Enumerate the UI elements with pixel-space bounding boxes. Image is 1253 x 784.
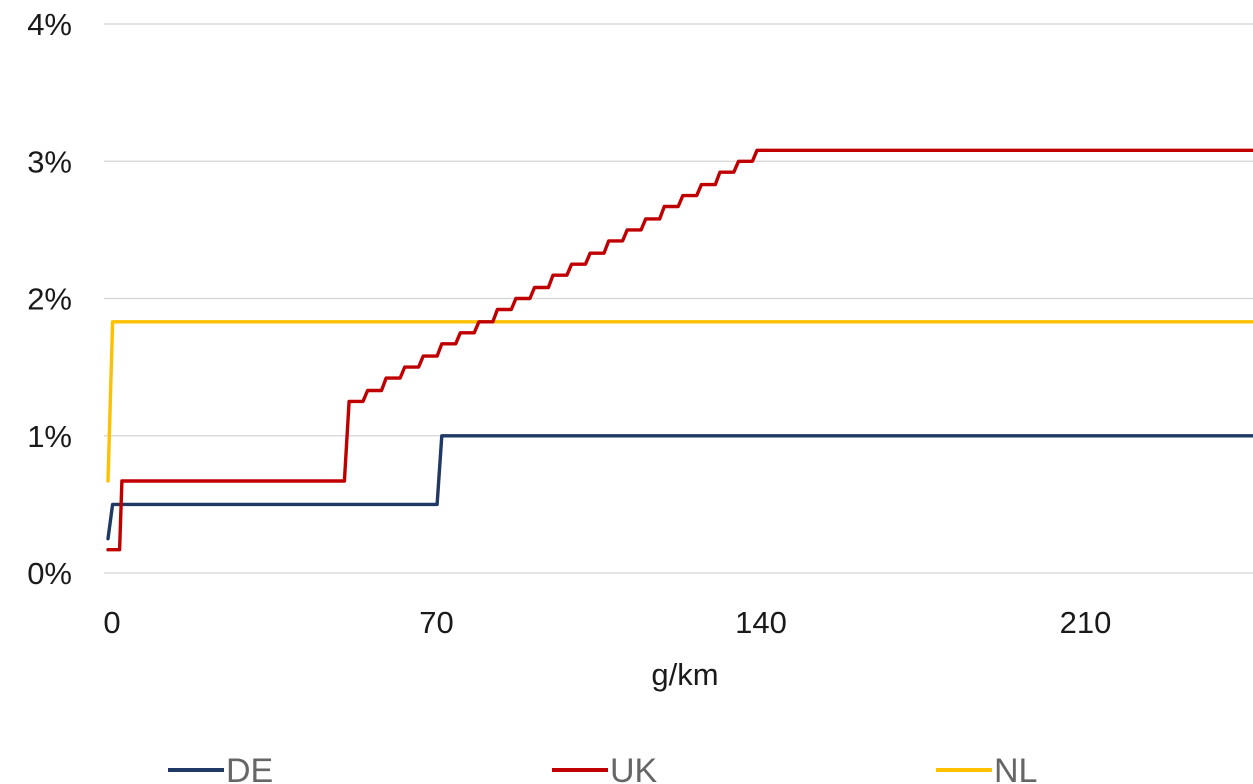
gridlines: [104, 23, 1253, 574]
legend-label-de: DE: [226, 752, 273, 784]
y-tick-label: 2%: [27, 282, 72, 317]
series-lines: [106, 148, 1253, 552]
x-tick-label: 140: [735, 605, 787, 640]
x-axis-ticks: 0 70 140 210: [103, 605, 1111, 640]
legend-label-uk: UK: [610, 752, 658, 784]
legend: DE UK NL: [168, 752, 1037, 784]
y-tick-label: 1%: [27, 419, 72, 454]
series-line-nl: [106, 320, 1253, 483]
legend-label-nl: NL: [994, 752, 1037, 784]
y-tick-label: 4%: [27, 7, 72, 42]
y-tick-label: 3%: [27, 144, 72, 179]
x-tick-label: 70: [419, 605, 453, 640]
x-tick-label: 210: [1060, 605, 1112, 640]
series-line-uk: [106, 148, 1253, 552]
x-tick-label: 0: [103, 605, 120, 640]
y-axis-ticks: 0% 1% 2% 3% 4%: [27, 7, 72, 591]
y-tick-label: 0%: [27, 556, 72, 591]
series-line-de: [106, 434, 1253, 541]
x-axis-title: g/km: [651, 657, 718, 692]
